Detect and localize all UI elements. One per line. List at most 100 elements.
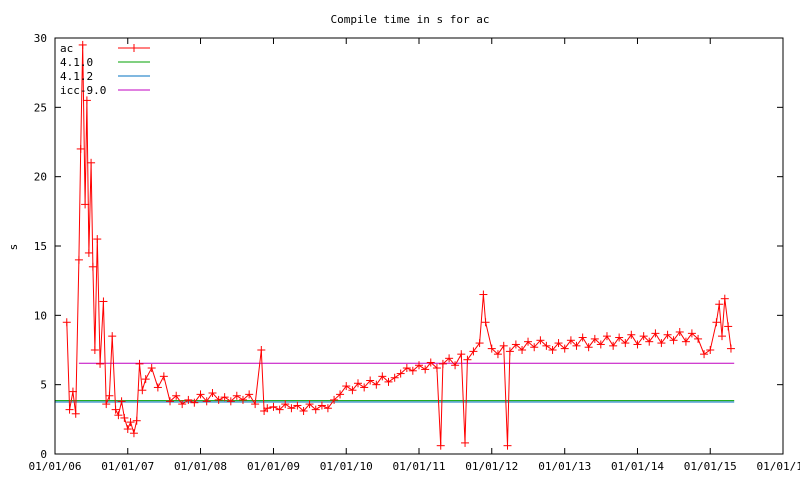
data-point (402, 364, 411, 373)
data-point (84, 248, 93, 257)
data-point (190, 398, 199, 407)
data-point (135, 359, 144, 368)
data-point (596, 340, 605, 349)
data-point (663, 330, 672, 339)
data-point (609, 341, 618, 350)
y-axis-ticks: 0 5 10 15 20 25 30 (34, 32, 783, 461)
data-point (78, 40, 87, 49)
data-point (87, 158, 96, 167)
legend-label: 4.1.0 (60, 56, 93, 69)
data-point (475, 339, 484, 348)
data-point (96, 359, 105, 368)
data-point (159, 372, 168, 381)
plot-area (55, 40, 735, 450)
data-point (93, 235, 102, 244)
legend-label: 4.1.2 (60, 70, 93, 83)
data-point (396, 369, 405, 378)
data-point (669, 336, 678, 345)
data-point (76, 144, 85, 153)
data-point (62, 318, 71, 327)
y-tick-label: 30 (34, 32, 47, 45)
data-point (81, 200, 90, 209)
data-point (226, 397, 235, 406)
legend-label: icc-9.0 (60, 84, 106, 97)
y-tick-label: 5 (40, 379, 47, 392)
x-tick-label: 01/01/15 (684, 460, 737, 473)
data-point (415, 361, 423, 370)
data-point (141, 375, 150, 384)
plot-frame (54, 37, 784, 455)
data-point (651, 329, 660, 338)
data-point (457, 350, 466, 359)
data-point (712, 318, 721, 327)
data-point (572, 341, 581, 350)
data-point (342, 382, 351, 391)
data-point (615, 333, 624, 342)
data-point (196, 390, 205, 399)
chart-title: Compile time in s for ac (331, 13, 490, 26)
x-tick-label: 01/01/06 (29, 460, 82, 473)
data-point (657, 339, 666, 348)
data-point (461, 438, 470, 447)
data-point (681, 337, 690, 346)
data-point (687, 329, 696, 338)
data-point (120, 413, 129, 422)
legend-label: ac (60, 42, 73, 55)
data-point (451, 361, 460, 370)
data-point (305, 400, 314, 409)
data-point (548, 346, 557, 354)
data-point (299, 407, 308, 416)
data-point (438, 359, 447, 368)
data-point (166, 397, 175, 406)
data-point (293, 401, 302, 410)
y-tick-label: 10 (34, 309, 47, 322)
x-tick-label: 01/01/09 (247, 460, 300, 473)
x-tick-label: 01/01/08 (174, 460, 227, 473)
data-point (675, 327, 684, 336)
data-point (372, 380, 381, 389)
data-point (518, 346, 527, 354)
data-point (360, 383, 369, 392)
x-tick-label: 01/01/11 (393, 460, 446, 473)
data-point (511, 340, 520, 349)
data-point (184, 395, 193, 404)
data-point (71, 409, 80, 418)
data-point (378, 372, 387, 381)
data-point (126, 418, 135, 427)
data-point (408, 366, 417, 375)
data-point (68, 387, 77, 396)
data-point (718, 332, 727, 341)
data-point (114, 411, 123, 420)
x-tick-label: 01/01/10 (320, 460, 373, 473)
data-point (220, 393, 229, 402)
data-point (724, 322, 733, 331)
data-point (469, 347, 478, 356)
data-point (153, 383, 162, 392)
y-tick-label: 15 (34, 240, 47, 253)
data-point (493, 350, 502, 359)
data-point (348, 386, 357, 395)
data-point (503, 441, 512, 450)
data-point (132, 416, 141, 425)
data-point (720, 294, 729, 303)
data-point (487, 344, 496, 353)
data-point (287, 404, 296, 413)
y-axis-label: s (7, 244, 20, 251)
x-tick-label: 01/01/14 (611, 460, 664, 473)
series-line-0 (66, 44, 732, 446)
data-point (633, 340, 642, 349)
data-point (700, 350, 709, 359)
data-point (138, 386, 147, 395)
data-point (390, 373, 399, 382)
data-point (602, 332, 611, 341)
data-point (323, 404, 332, 413)
data-point (481, 318, 490, 327)
y-tick-label: 20 (34, 171, 47, 184)
data-point (251, 400, 260, 409)
data-point (524, 337, 533, 346)
data-point (311, 405, 320, 414)
data-point (530, 343, 539, 352)
x-tick-label: 01/01/12 (465, 460, 518, 473)
data-point (560, 344, 569, 353)
